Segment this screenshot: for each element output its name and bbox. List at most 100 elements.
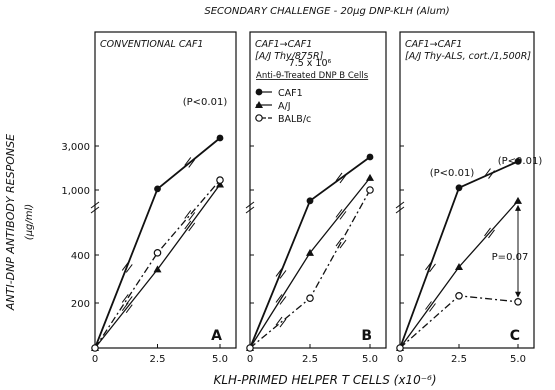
data-point-balb-c bbox=[91, 344, 99, 352]
line-break-mark bbox=[188, 212, 196, 221]
y-axis-label: ANTI-DNP ANTIBODY RESPONSE bbox=[4, 134, 17, 311]
data-point-balb-c bbox=[514, 297, 522, 306]
x-tick-label: 2.5 bbox=[302, 354, 318, 365]
x-axis-label: KLH-PRIMED HELPER T CELLS (x10⁻⁶) bbox=[213, 373, 436, 387]
legend-marker bbox=[255, 88, 263, 96]
series-line-a-j bbox=[399, 200, 519, 349]
data-point-balb-c bbox=[396, 344, 404, 352]
y-tick-label: 400 bbox=[71, 251, 90, 262]
bracket-arrow bbox=[515, 204, 521, 211]
line-break-mark bbox=[121, 294, 129, 303]
line-break-mark bbox=[429, 303, 436, 312]
p-value-annotation: P=0.07 bbox=[492, 252, 529, 263]
data-point-balb-c bbox=[216, 176, 224, 184]
p-value-annotation: (P<0.01) bbox=[183, 97, 228, 108]
data-point-balb-c bbox=[246, 344, 254, 352]
axis-break-mark bbox=[245, 206, 255, 214]
y-tick-label: 200 bbox=[71, 299, 90, 310]
axis-break-mark bbox=[90, 206, 100, 214]
line-break-mark bbox=[425, 261, 432, 271]
panel-title: CAF1→CAF1 bbox=[255, 39, 312, 50]
line-break-mark bbox=[188, 222, 196, 232]
line-break-mark bbox=[125, 264, 133, 273]
line-break-mark bbox=[484, 168, 491, 177]
data-point-caf1 bbox=[154, 185, 161, 193]
line-break-mark bbox=[184, 157, 192, 166]
data-point-balb-c bbox=[455, 291, 463, 300]
line-break-mark bbox=[188, 159, 196, 168]
line-break-mark bbox=[184, 220, 192, 230]
y-tick-label: 3,000 bbox=[61, 142, 90, 153]
x-tick-label: 2.5 bbox=[451, 354, 467, 365]
data-point-a-j bbox=[153, 265, 162, 273]
line-break-mark bbox=[125, 304, 133, 314]
legend-label: CAF1 bbox=[278, 88, 303, 99]
line-break-mark bbox=[488, 170, 495, 179]
data-point-caf1 bbox=[366, 153, 374, 161]
line-break-mark bbox=[429, 263, 436, 273]
line-break-mark bbox=[279, 270, 287, 279]
x-tick-label: 2.5 bbox=[150, 354, 166, 365]
line-break-mark bbox=[339, 239, 347, 249]
line-break-mark bbox=[184, 210, 192, 219]
bracket-arrow bbox=[515, 291, 521, 298]
data-point-a-j bbox=[514, 196, 522, 204]
p-value-annotation: (P<0.01) bbox=[498, 156, 543, 167]
legend-header: Anti-θ-Treated DNP B Cells bbox=[256, 71, 369, 81]
line-break-mark bbox=[121, 302, 129, 312]
line-break-mark bbox=[335, 209, 343, 218]
axis-break-mark bbox=[90, 201, 100, 209]
line-break-mark bbox=[279, 318, 287, 328]
series-line-balb-c bbox=[249, 189, 371, 349]
panel-title: CONVENTIONAL CAF1 bbox=[100, 39, 203, 50]
panel-title: [A/J Thy-ALS, cort./1,500R] bbox=[405, 51, 531, 62]
legend-marker bbox=[255, 101, 263, 108]
data-point-caf1 bbox=[216, 134, 224, 142]
y-axis-unit: (μg/ml) bbox=[24, 204, 35, 240]
y-tick-label: 1,000 bbox=[61, 186, 90, 197]
x-tick-label: 5.0 bbox=[510, 354, 526, 365]
x-tick-label: 5.0 bbox=[362, 354, 378, 365]
panel-title: [A/J Thy/875R] bbox=[255, 51, 324, 62]
data-point-balb-c bbox=[306, 294, 314, 303]
line-break-mark bbox=[125, 296, 133, 305]
legend-label: A/J bbox=[278, 101, 291, 112]
line-break-mark bbox=[488, 229, 495, 239]
x-tick-label: 0 bbox=[397, 354, 403, 365]
line-break-mark bbox=[339, 174, 347, 184]
panel-title: CAF1→CAF1 bbox=[405, 39, 462, 50]
data-point-a-j bbox=[455, 263, 463, 270]
data-point-caf1 bbox=[306, 197, 314, 205]
data-point-a-j bbox=[216, 180, 224, 188]
panel-letter: A bbox=[211, 328, 222, 344]
panel-frame-a bbox=[94, 31, 237, 349]
legend-marker bbox=[255, 114, 263, 122]
axis-break-mark bbox=[395, 201, 405, 209]
series-line-balb-c bbox=[399, 295, 519, 349]
legend-label: BALB/c bbox=[278, 114, 311, 125]
x-tick-label: 0 bbox=[92, 354, 98, 365]
axis-break-mark bbox=[245, 201, 255, 209]
data-point-caf1 bbox=[455, 184, 463, 192]
series-line-caf1 bbox=[94, 137, 221, 349]
line-break-mark bbox=[275, 316, 283, 326]
line-break-mark bbox=[279, 296, 287, 305]
line-break-mark bbox=[425, 301, 432, 310]
line-break-mark bbox=[484, 227, 491, 237]
data-point-a-j bbox=[366, 173, 374, 181]
panel-frame-c bbox=[399, 31, 535, 349]
data-point-balb-c bbox=[366, 186, 374, 194]
data-point-caf1 bbox=[514, 158, 522, 165]
panel-letter: C bbox=[510, 328, 520, 344]
line-break-mark bbox=[339, 211, 347, 220]
line-break-mark bbox=[121, 262, 129, 271]
line-break-mark bbox=[335, 172, 343, 182]
axis-break-mark bbox=[395, 206, 405, 214]
series-line-balb-c bbox=[94, 179, 221, 349]
x-tick-label: 5.0 bbox=[212, 354, 228, 365]
data-point-a-j bbox=[306, 248, 314, 256]
x-tick-label: 0 bbox=[247, 354, 253, 365]
line-break-mark bbox=[275, 268, 283, 277]
data-point-balb-c bbox=[153, 249, 162, 257]
